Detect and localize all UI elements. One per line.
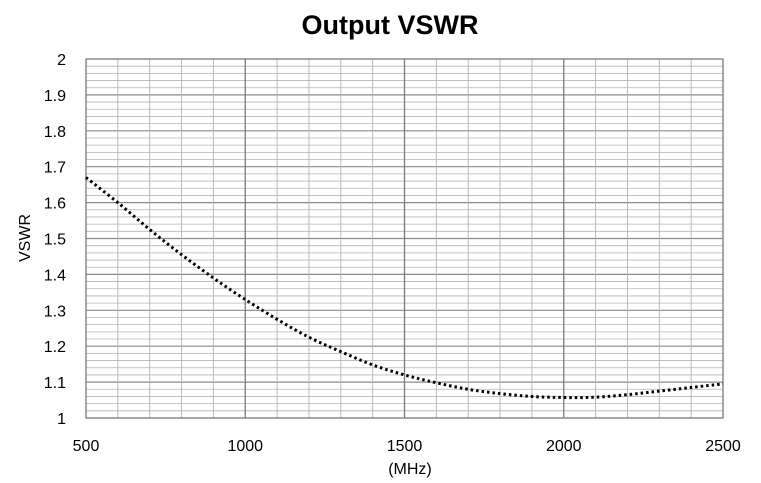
y-tick-label: 1.9 bbox=[44, 88, 66, 105]
y-tick-label: 1.7 bbox=[44, 160, 66, 177]
plot-border bbox=[85, 58, 724, 419]
y-tick-label: 1.1 bbox=[44, 375, 66, 392]
y-axis: 1 1.1 1.2 1.3 1.4 1.5 1.6 1.7 1.8 1.9 2 bbox=[44, 52, 66, 428]
series-line bbox=[85, 176, 724, 400]
chart-title: Output VSWR bbox=[302, 10, 479, 40]
x-axis: 500 1000 1500 2000 2500 bbox=[73, 438, 741, 455]
plot-frame bbox=[85, 58, 724, 419]
x-tick-label: 1500 bbox=[387, 438, 423, 455]
x-tick-label: 2000 bbox=[546, 438, 582, 455]
grid bbox=[86, 59, 723, 418]
x-axis-label: (MHz) bbox=[388, 461, 432, 478]
x-tick-label: 2500 bbox=[705, 438, 741, 455]
y-tick-label: 1.6 bbox=[44, 196, 66, 213]
y-tick-label: 1.4 bbox=[44, 267, 66, 284]
y-tick-label: 1 bbox=[57, 411, 66, 428]
x-tick-label: 500 bbox=[73, 438, 100, 455]
y-tick-label: 1.8 bbox=[44, 124, 66, 141]
y-tick-label: 1.2 bbox=[44, 339, 66, 356]
y-tick-label: 1.3 bbox=[44, 303, 66, 320]
y-axis-label: VSWR bbox=[17, 214, 34, 262]
series-layer bbox=[85, 176, 724, 400]
x-tick-label: 1000 bbox=[227, 438, 263, 455]
y-tick-label: 2 bbox=[57, 52, 66, 69]
y-tick-label: 1.5 bbox=[44, 232, 66, 249]
